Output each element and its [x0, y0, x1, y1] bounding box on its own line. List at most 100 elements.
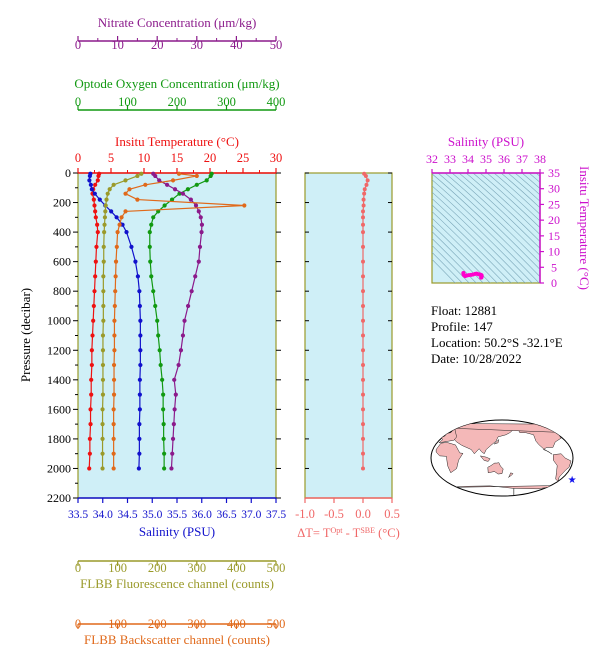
backscatter-point: [127, 187, 132, 192]
backscatter-series: [111, 171, 247, 471]
fluorescence-point: [103, 203, 108, 208]
ts-isopycnal: [458, 173, 540, 249]
temperature-point: [91, 303, 96, 309]
temperature-tick-label: 30: [270, 151, 283, 165]
fluorescence-line: [101, 173, 142, 469]
backscatter-point: [112, 333, 117, 338]
ts-isopycnal: [432, 198, 519, 283]
ts-isopycnal: [521, 173, 540, 189]
nitrate-point: [199, 222, 205, 227]
oxygen-point: [155, 318, 160, 323]
temperature-point: [88, 407, 93, 412]
oxygen-series: [147, 171, 214, 471]
pressure-tick-label: 200: [53, 196, 71, 210]
salinity-line: [88, 173, 141, 469]
temperature-axis-title: Insitu Temperature (°C): [115, 134, 239, 149]
backscatter-tick-label: 0: [75, 617, 81, 631]
pressure-tick-label: 1800: [47, 432, 71, 446]
nitrate-point: [196, 209, 201, 214]
backscatter-tick-label: 500: [267, 617, 286, 631]
delta-t-panel: -1.0 -0.5 0.0 0.5 ΔT= TOpt - TSBE (°C): [295, 171, 400, 540]
backscatter-point: [111, 407, 116, 412]
ts-isopycnal: [432, 179, 540, 283]
backscatter-point: [111, 436, 116, 442]
nitrate-point: [171, 422, 176, 427]
location: Location: 50.2°S -32.1°E: [431, 335, 563, 350]
temperature-tick-label: 10: [138, 151, 151, 165]
pressure-axis-label: Pressure (decibar): [18, 288, 33, 382]
fluorescence-point: [100, 436, 105, 442]
salinity-point: [124, 229, 129, 235]
nitrate-point: [180, 191, 186, 196]
backscatter-point: [111, 466, 116, 471]
backscatter-point: [123, 209, 128, 214]
fluorescence-point: [100, 333, 106, 338]
temperature-point: [95, 229, 100, 235]
fluorescence-point: [101, 303, 106, 309]
salinity-point: [92, 191, 97, 196]
fluorescence-point: [100, 392, 106, 397]
ts-isopycnal: [500, 173, 540, 209]
fluorescence-point: [101, 244, 106, 249]
fluorescence-point: [104, 197, 109, 202]
salinity-point: [87, 173, 92, 179]
ts-isopycnal: [486, 173, 540, 222]
temperature-point: [89, 392, 94, 397]
temperature-series: [87, 171, 102, 471]
backscatter-point: [112, 318, 117, 323]
south-america-shape: [553, 453, 572, 482]
salinity-point: [136, 466, 141, 471]
backscatter-tick-label: 100: [108, 617, 127, 631]
nitrate-point: [172, 407, 177, 412]
nitrate-axis-title: Nitrate Concentration (μm/kg): [98, 15, 257, 30]
fluorescence-point: [100, 377, 106, 382]
fluorescence-point: [111, 182, 116, 187]
nitrate-point: [153, 173, 158, 179]
date: Date: 10/28/2022: [431, 351, 522, 366]
backscatter-tick-label: 200: [148, 617, 167, 631]
ts-isopycnal: [444, 173, 540, 263]
nitrate-point: [199, 229, 204, 235]
oxygen-axis-title: Optode Oxygen Concentration (μm/kg): [74, 76, 279, 91]
ts-isopycnal: [535, 173, 540, 177]
temperature-point: [96, 173, 101, 179]
salinity-point: [137, 303, 142, 309]
nitrate-tick-label: 20: [151, 38, 164, 52]
ts-isopycnal: [432, 224, 491, 283]
temperature-tick-label: 25: [237, 151, 250, 165]
delta-t-tick-label: 0.0: [355, 507, 371, 521]
salinity-point: [120, 222, 125, 227]
fluorescence-tick-label: 500: [267, 561, 286, 575]
delta-t-point: [363, 173, 368, 178]
salinity-point: [138, 362, 143, 368]
pressure-tick-label: 1200: [47, 343, 71, 357]
nitrate-point: [172, 187, 178, 192]
salinity-point: [137, 392, 142, 397]
ts-isopycnal: [593, 168, 609, 313]
backscatter-point: [119, 215, 124, 220]
salinity-tick-label: 34.0: [93, 509, 113, 521]
oxygen-point: [147, 244, 152, 249]
antarctica-shape: [442, 485, 562, 496]
salinity-point: [97, 197, 102, 202]
pressure-tick-label: 600: [53, 255, 71, 269]
backscatter-point: [111, 422, 116, 427]
fluorescence-point: [100, 407, 105, 412]
backscatter-line: [113, 173, 245, 469]
oxygen-point: [169, 197, 175, 202]
oxygen-line: [149, 173, 213, 469]
backscatter-point: [143, 182, 148, 187]
ts-y-tick-label: 20: [548, 213, 560, 227]
backscatter-point: [170, 178, 176, 183]
backscatter-point: [113, 274, 118, 279]
salinity-tick-label: 33.5: [68, 509, 88, 521]
nitrate-axis: 0 10 20 30 40 50 Nitrate Concentration (μm/kg): [75, 15, 282, 52]
delta-t-point: [361, 451, 365, 456]
temperature-point: [89, 362, 94, 368]
oxygen-point: [204, 178, 209, 183]
ts-isopycnal: [507, 173, 540, 202]
ts-plot-area: [431, 172, 541, 284]
ts-isopycnal: [493, 173, 540, 215]
delta-t-tick-label: 0.5: [384, 507, 400, 521]
